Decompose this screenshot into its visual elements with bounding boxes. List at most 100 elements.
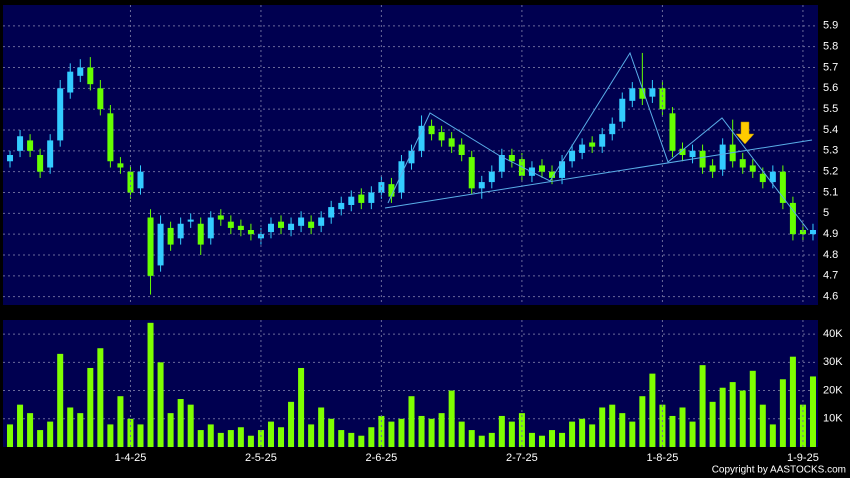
volume-bar — [197, 430, 204, 447]
volume-bar — [77, 413, 84, 447]
candle-body — [177, 223, 184, 239]
volume-bar — [107, 424, 114, 447]
volume-bar — [57, 353, 64, 447]
volume-bar — [809, 376, 816, 447]
volume-bar — [177, 399, 184, 447]
y-tick-label: 4.8 — [823, 249, 838, 261]
candle-body — [117, 163, 124, 168]
volume-bar — [428, 418, 435, 447]
volume-bar — [749, 370, 756, 447]
volume-bar — [27, 413, 34, 447]
volume-bar — [408, 396, 415, 447]
candle-body — [428, 125, 435, 135]
volume-bar — [147, 322, 154, 447]
candle-body — [217, 215, 224, 220]
x-tick-label: 1-4-25 — [115, 452, 147, 464]
volume-bar — [247, 435, 254, 447]
candle-body — [488, 171, 495, 183]
candle-body — [619, 98, 626, 122]
volume-bar — [37, 430, 44, 447]
y-tick-label: 30K — [823, 356, 843, 368]
volume-bar — [779, 379, 786, 447]
volume-bar — [368, 427, 375, 447]
candle-body — [97, 88, 104, 110]
volume-bar — [559, 432, 566, 447]
volume-bar — [679, 407, 686, 447]
candle-body — [679, 148, 686, 155]
candle-body — [107, 113, 114, 162]
volume-bar — [7, 424, 14, 447]
volume-bar — [549, 430, 556, 447]
x-tick-label: 2-6-25 — [365, 452, 397, 464]
y-tick-label: 40K — [823, 328, 843, 340]
candle-body — [789, 202, 796, 235]
candle-body — [147, 217, 154, 276]
candle-body — [318, 217, 325, 226]
volume-bar — [358, 435, 365, 447]
volume-bar — [629, 421, 636, 447]
candle-body — [599, 134, 606, 147]
volume-bar — [639, 396, 646, 447]
candle-body — [779, 171, 786, 203]
volume-bar — [227, 430, 234, 447]
copyright: Copyright by AASTOCKS.com — [712, 465, 846, 476]
y-tick-label: 5.7 — [823, 61, 838, 73]
volume-bar — [267, 421, 274, 447]
volume-bar — [719, 387, 726, 447]
candle-body — [338, 202, 345, 210]
content: 4.6 4.7 4.8 4.9 5 5.1 5.2 5.3 5.4 5.5 5.6 5.7 5.8 5.9… — [3, 5, 843, 464]
candle-body — [749, 165, 756, 172]
volume-bar — [458, 421, 465, 447]
x-tick-label: 2-5-25 — [245, 452, 277, 464]
candle-body — [759, 173, 766, 183]
candle-body — [649, 88, 656, 97]
volume-bar — [388, 421, 395, 447]
volume-bar — [288, 401, 295, 447]
y-tick-label: 5.4 — [823, 124, 838, 136]
volume-bar — [298, 367, 305, 447]
candle-body — [639, 88, 646, 99]
candle-body — [388, 184, 395, 197]
volume-bar — [689, 421, 696, 447]
volume-bar — [257, 430, 264, 447]
candle-body — [167, 227, 174, 245]
candle-body — [458, 144, 465, 155]
candle-body — [187, 219, 194, 222]
volume-bar — [759, 404, 766, 447]
x-tick-label: 2-7-25 — [506, 452, 538, 464]
candle-body — [538, 165, 545, 172]
volume-bar — [167, 413, 174, 447]
candle-body — [207, 217, 214, 239]
candle-body — [358, 194, 365, 203]
volume-bar — [709, 401, 716, 447]
volume-bar — [117, 396, 124, 447]
candle-body — [398, 161, 405, 193]
candle-body — [127, 171, 134, 193]
candle-body — [769, 171, 776, 183]
volume-bar — [17, 404, 24, 447]
candle-body — [569, 150, 576, 162]
volume-bar — [528, 432, 535, 447]
volume-bar — [328, 418, 335, 447]
candle-body — [709, 165, 716, 172]
y-tick-label: 10K — [823, 413, 843, 425]
volume-bar — [237, 427, 244, 447]
candle-body — [157, 223, 164, 266]
candle-body — [308, 221, 315, 228]
candle-body — [468, 157, 475, 189]
volume-bar — [569, 421, 576, 447]
neckline — [384, 139, 813, 209]
candle-body — [137, 171, 144, 189]
candle-body — [609, 123, 616, 135]
volume-bar — [67, 407, 74, 447]
candle-body — [579, 144, 586, 153]
volume-bar — [769, 424, 776, 447]
y-tick-label: 20K — [823, 384, 843, 396]
candle-body — [17, 136, 24, 151]
candle-body — [669, 113, 676, 151]
candle-body — [57, 88, 64, 141]
candle-body — [227, 221, 234, 228]
candle-body — [739, 159, 746, 168]
candle-body — [689, 150, 696, 158]
